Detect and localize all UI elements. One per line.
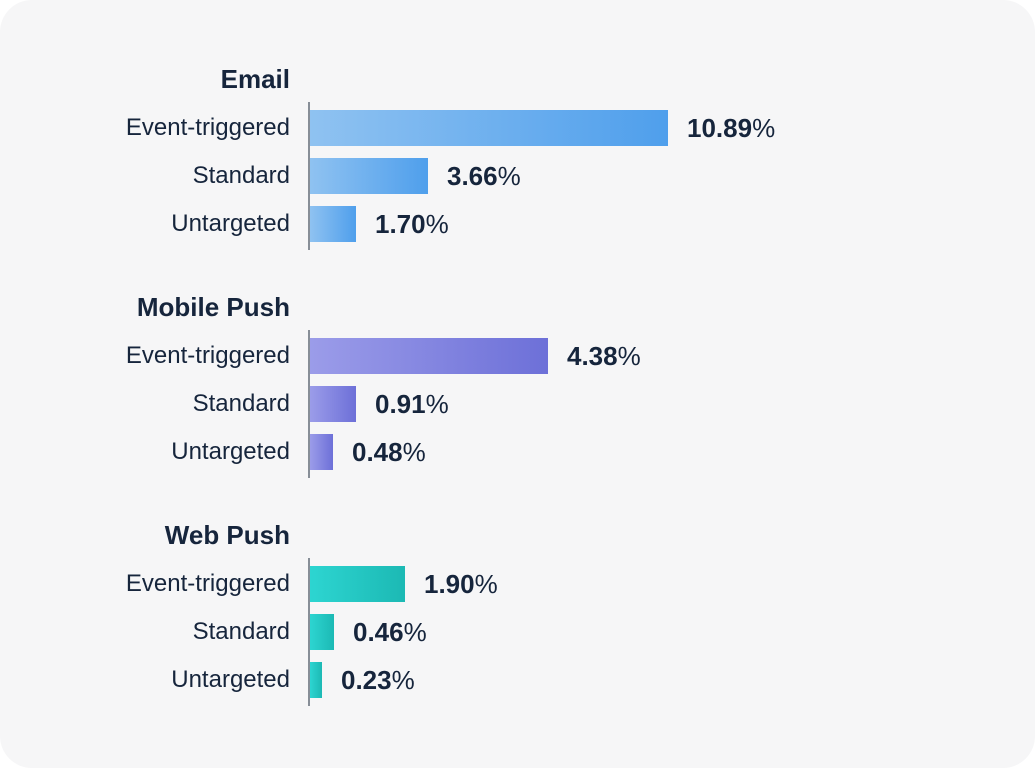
percent-sign: %: [617, 340, 641, 371]
percent-sign: %: [425, 388, 449, 419]
category-label: Standard: [192, 618, 290, 645]
section-title-email: Email: [220, 64, 290, 94]
category-label: Untargeted: [171, 210, 290, 237]
axis-line-email: [308, 102, 310, 250]
bar-web-event-triggered: [310, 566, 405, 602]
section-mobile-push: Mobile Push Event-triggered 4.38% Standa…: [0, 290, 1035, 478]
section-title-web-push: Web Push: [164, 520, 290, 550]
value-label: 0.23%: [341, 664, 415, 695]
bar-row-web-event-triggered: Event-triggered 1.90%: [0, 560, 1035, 608]
bar-email-untargeted: [310, 206, 356, 242]
bar-mobile-event-triggered: [310, 338, 548, 374]
percent-sign: %: [402, 436, 426, 467]
rows-web-push: Event-triggered 1.90% Standard 0.46% Unt…: [0, 558, 1035, 706]
section-email: Email Event-triggered 10.89% Standard 3.…: [0, 62, 1035, 250]
bar-row-email-untargeted: Untargeted 1.70%: [0, 200, 1035, 248]
value-label: 1.70%: [375, 208, 449, 239]
bar-web-untargeted: [310, 662, 322, 698]
section-web-push: Web Push Event-triggered 1.90% Standard …: [0, 518, 1035, 706]
percent-sign: %: [497, 160, 521, 191]
bar-row-mobile-standard: Standard 0.91%: [0, 380, 1035, 428]
value-label: 10.89%: [687, 112, 776, 143]
bar-row-email-standard: Standard 3.66%: [0, 152, 1035, 200]
bar-row-mobile-untargeted: Untargeted 0.48%: [0, 428, 1035, 476]
bar-web-standard: [310, 614, 334, 650]
value-label: 0.48%: [352, 436, 426, 467]
percent-sign: %: [474, 568, 498, 599]
value-label: 1.90%: [424, 568, 498, 599]
bar-row-web-standard: Standard 0.46%: [0, 608, 1035, 656]
category-label: Untargeted: [171, 666, 290, 693]
value-label: 4.38%: [567, 340, 641, 371]
value-label: 3.66%: [447, 160, 521, 191]
axis-line-web-push: [308, 558, 310, 706]
percent-sign: %: [425, 208, 449, 239]
bar-row-email-event-triggered: Event-triggered 10.89%: [0, 104, 1035, 152]
category-label: Event-triggered: [125, 114, 290, 141]
category-label: Standard: [192, 162, 290, 189]
rows-email: Event-triggered 10.89% Standard 3.66% Un…: [0, 102, 1035, 250]
bar-mobile-standard: [310, 386, 356, 422]
rows-mobile-push: Event-triggered 4.38% Standard 0.91% Unt…: [0, 330, 1035, 478]
section-title-mobile-push: Mobile Push: [136, 292, 290, 322]
bar-email-event-triggered: [310, 110, 668, 146]
category-label: Event-triggered: [125, 570, 290, 597]
bar-email-standard: [310, 158, 428, 194]
category-label: Event-triggered: [125, 342, 290, 369]
percent-sign: %: [391, 664, 415, 695]
value-label: 0.91%: [375, 388, 449, 419]
category-label: Untargeted: [171, 438, 290, 465]
percent-sign: %: [403, 616, 427, 647]
category-label: Standard: [192, 390, 290, 417]
value-label: 0.46%: [353, 616, 427, 647]
bar-row-web-untargeted: Untargeted 0.23%: [0, 656, 1035, 704]
bar-mobile-untargeted: [310, 434, 333, 470]
axis-line-mobile-push: [308, 330, 310, 478]
bar-row-mobile-event-triggered: Event-triggered 4.38%: [0, 332, 1035, 380]
percent-sign: %: [752, 112, 776, 143]
